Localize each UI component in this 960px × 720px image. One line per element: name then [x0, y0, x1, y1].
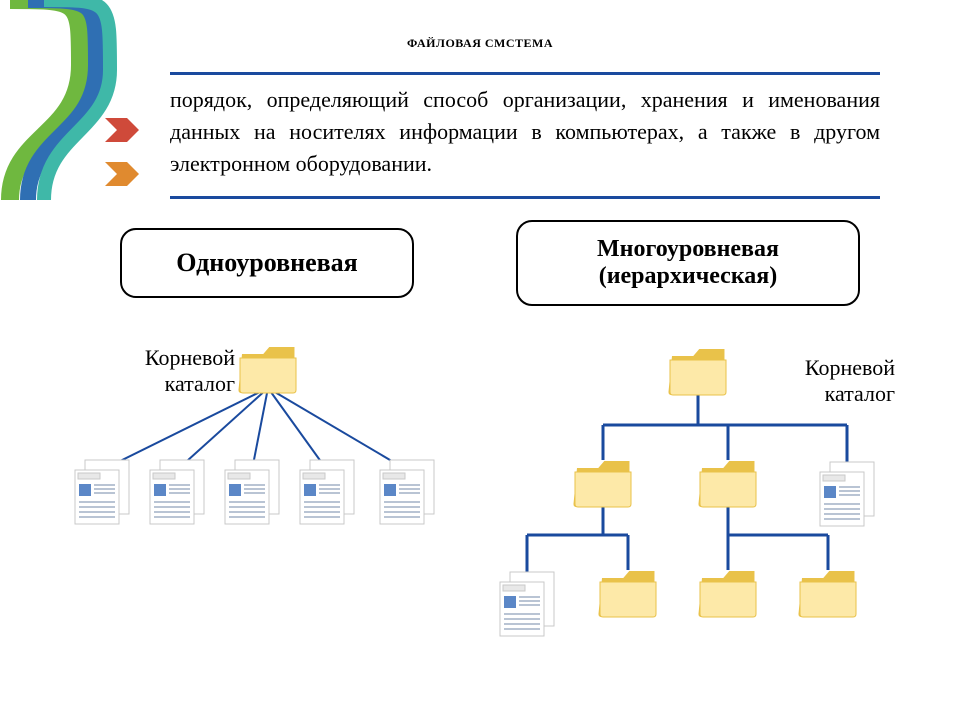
root-label-left: Корневойкаталог: [95, 345, 235, 397]
file-icon: [380, 460, 434, 524]
category-box-flat-label: Одноуровневая: [176, 248, 358, 278]
description-text: порядок, определяющий способ организации…: [170, 84, 880, 180]
file-icon: [75, 460, 129, 524]
folder-icon: [598, 571, 656, 617]
folder-icon: [698, 571, 756, 617]
folder-icon: [798, 571, 856, 617]
page-title: ФАЙЛОВАЯ СМСТЕМА: [0, 36, 960, 51]
ribbon-decoration: [0, 0, 150, 210]
root-label-right: Корневойкаталог: [755, 355, 895, 407]
file-icon: [820, 462, 874, 526]
file-icon: [300, 460, 354, 524]
rule-bottom: [170, 196, 880, 199]
category-box-flat: Одноуровневая: [120, 228, 414, 298]
category-box-hier-label: Многоуровневая (иерархическая): [518, 236, 858, 290]
file-icon: [225, 460, 279, 524]
folder-icon: [668, 349, 726, 395]
folder-icon: [573, 461, 631, 507]
folder-icon: [698, 461, 756, 507]
rule-top: [170, 72, 880, 75]
folder-icon: [238, 347, 296, 393]
file-icon: [500, 572, 554, 636]
file-icon: [150, 460, 204, 524]
category-box-hier: Многоуровневая (иерархическая): [516, 220, 860, 306]
